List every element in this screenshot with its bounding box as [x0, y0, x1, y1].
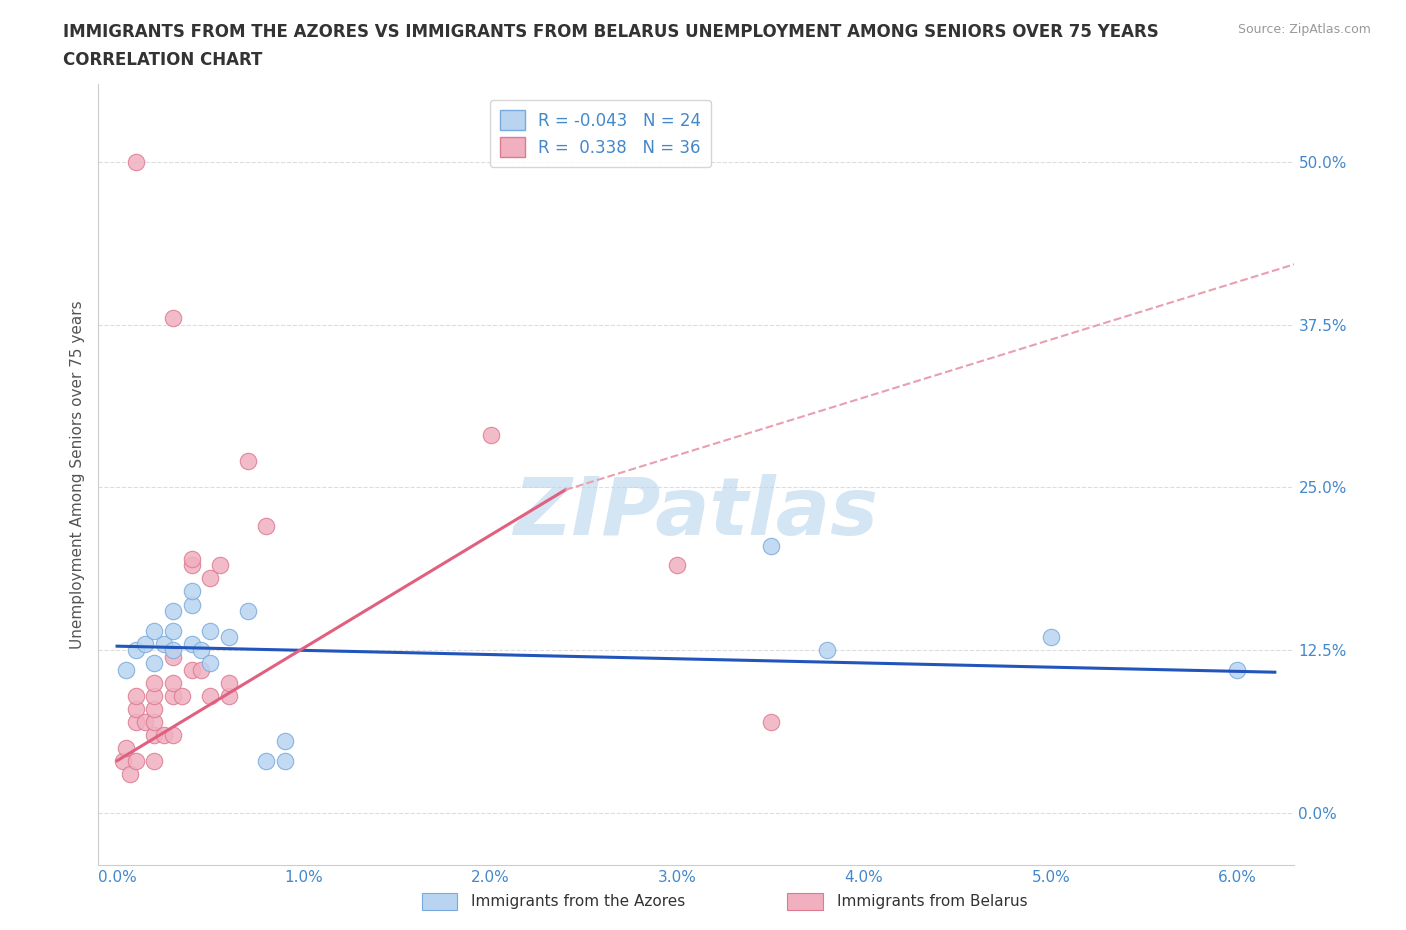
Text: Immigrants from Belarus: Immigrants from Belarus	[837, 894, 1028, 909]
Point	[759, 714, 782, 729]
Point	[200, 623, 222, 638]
Point	[274, 734, 297, 749]
Point	[172, 688, 194, 703]
Point	[218, 675, 240, 690]
Point	[190, 643, 212, 658]
Point	[143, 656, 166, 671]
Point	[180, 558, 202, 573]
Point	[180, 584, 202, 599]
Point	[152, 636, 174, 651]
Point	[759, 538, 782, 553]
Point	[134, 714, 156, 729]
Point	[479, 428, 502, 443]
Point	[180, 551, 202, 566]
Point	[190, 662, 212, 677]
Point	[256, 519, 278, 534]
Point	[125, 154, 148, 169]
Point	[125, 643, 148, 658]
Y-axis label: Unemployment Among Seniors over 75 years: Unemployment Among Seniors over 75 years	[69, 300, 84, 648]
Point	[162, 643, 184, 658]
Point	[218, 630, 240, 644]
Text: IMMIGRANTS FROM THE AZORES VS IMMIGRANTS FROM BELARUS UNEMPLOYMENT AMONG SENIORS: IMMIGRANTS FROM THE AZORES VS IMMIGRANTS…	[63, 23, 1159, 41]
Point	[162, 675, 184, 690]
Point	[1039, 630, 1062, 644]
Point	[666, 558, 689, 573]
Point	[180, 597, 202, 612]
Point	[143, 714, 166, 729]
Point	[815, 643, 838, 658]
Point	[200, 571, 222, 586]
Text: CORRELATION CHART: CORRELATION CHART	[63, 51, 263, 69]
Point	[162, 649, 184, 664]
Point	[200, 656, 222, 671]
Point	[236, 604, 259, 618]
Point	[200, 688, 222, 703]
Point	[143, 727, 166, 742]
Point	[115, 740, 138, 755]
Point	[1226, 662, 1249, 677]
Point	[120, 766, 142, 781]
Point	[115, 662, 138, 677]
Point	[143, 688, 166, 703]
Text: Source: ZipAtlas.com: Source: ZipAtlas.com	[1237, 23, 1371, 36]
Point	[125, 714, 148, 729]
Point	[143, 753, 166, 768]
Point	[162, 604, 184, 618]
Point	[125, 688, 148, 703]
Point	[162, 623, 184, 638]
Point	[125, 701, 148, 716]
Point	[111, 753, 134, 768]
Point	[125, 753, 148, 768]
Point	[162, 311, 184, 325]
Point	[256, 753, 278, 768]
Point	[274, 753, 297, 768]
Legend: R = -0.043   N = 24, R =  0.338   N = 36: R = -0.043 N = 24, R = 0.338 N = 36	[489, 100, 711, 167]
Point	[134, 636, 156, 651]
Point	[218, 688, 240, 703]
Point	[236, 454, 259, 469]
Point	[143, 623, 166, 638]
Point	[143, 701, 166, 716]
Point	[143, 675, 166, 690]
Point	[162, 688, 184, 703]
Text: ZIPatlas: ZIPatlas	[513, 474, 879, 552]
Point	[162, 727, 184, 742]
Point	[152, 727, 174, 742]
Point	[208, 558, 231, 573]
Text: Immigrants from the Azores: Immigrants from the Azores	[471, 894, 685, 909]
Point	[180, 662, 202, 677]
Point	[180, 636, 202, 651]
